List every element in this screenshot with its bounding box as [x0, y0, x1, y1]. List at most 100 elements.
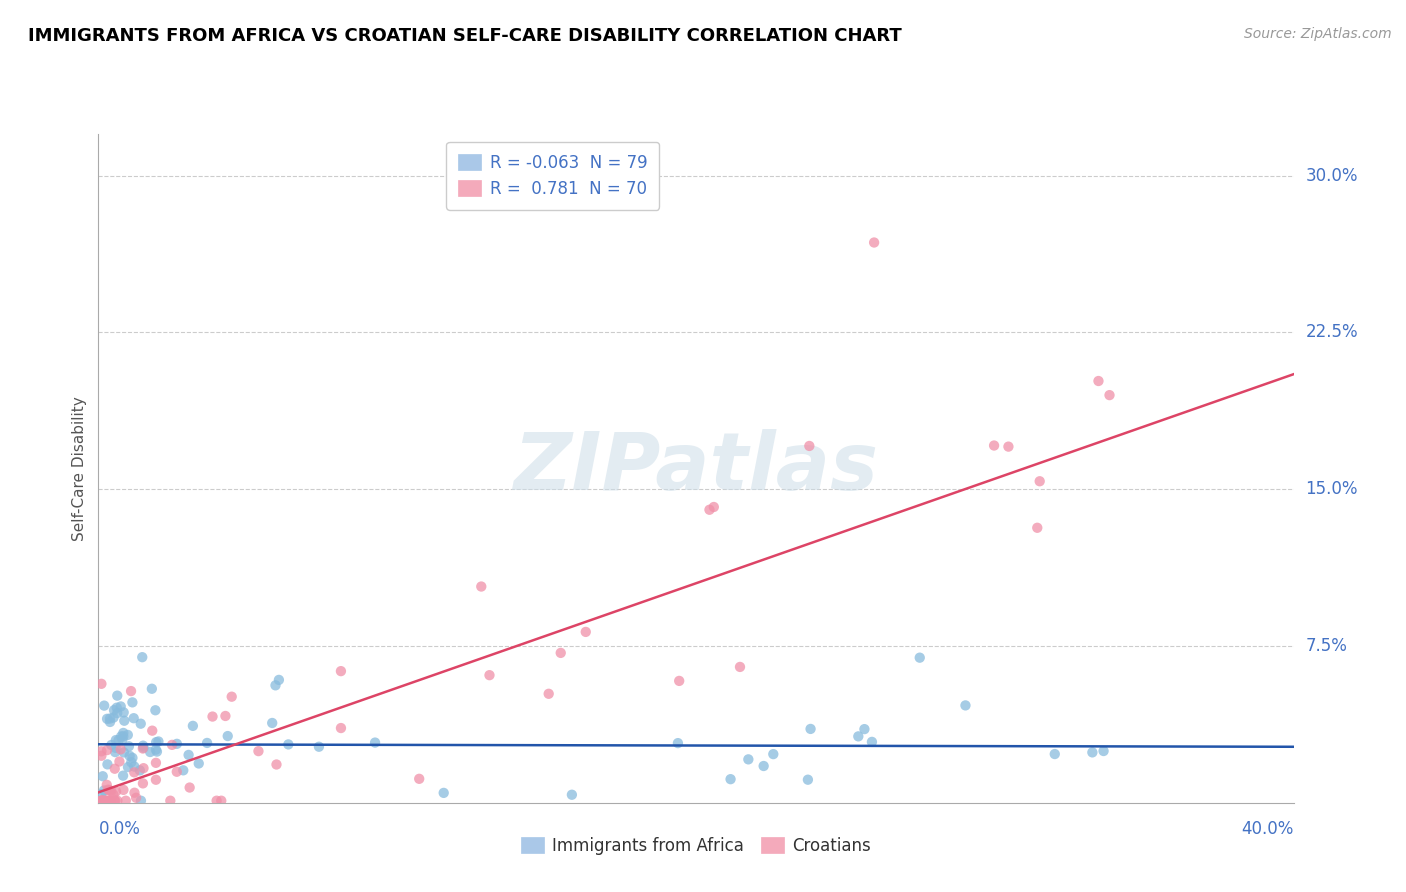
Text: 15.0%: 15.0%: [1305, 480, 1358, 499]
Point: [112, 706, 135, 720]
Point: [90, 787, 112, 801]
Point: [145, 742, 167, 756]
Point: [166, 764, 188, 779]
Point: [195, 736, 218, 750]
Point: [90, 794, 112, 808]
Point: [703, 500, 725, 514]
Point: [668, 673, 690, 688]
Point: [159, 794, 181, 808]
Point: [90, 748, 112, 763]
Point: [97, 794, 120, 808]
Point: [120, 684, 142, 698]
Point: [221, 690, 243, 704]
Point: [105, 689, 128, 703]
Point: [93, 698, 115, 713]
Point: [132, 761, 155, 775]
Point: [96, 712, 118, 726]
Point: [1026, 521, 1049, 535]
Point: [112, 714, 135, 728]
Point: [860, 735, 883, 749]
Text: 40.0%: 40.0%: [1241, 820, 1294, 838]
Point: [90, 794, 112, 808]
Point: [117, 760, 139, 774]
Point: [470, 580, 492, 594]
Point: [408, 772, 430, 786]
Point: [97, 782, 120, 797]
Point: [128, 764, 150, 778]
Point: [433, 786, 456, 800]
Point: [90, 677, 112, 691]
Point: [181, 719, 204, 733]
Point: [277, 738, 299, 752]
Point: [105, 706, 128, 720]
Point: [139, 745, 162, 759]
Point: [800, 722, 823, 736]
Text: 30.0%: 30.0%: [1305, 167, 1358, 185]
Point: [125, 790, 148, 805]
Point: [699, 502, 721, 516]
Point: [177, 747, 200, 762]
Point: [262, 716, 284, 731]
Point: [145, 772, 167, 787]
Point: [100, 794, 122, 808]
Point: [201, 709, 224, 723]
Point: [330, 721, 353, 735]
Point: [124, 786, 146, 800]
Point: [267, 673, 290, 687]
Point: [728, 660, 751, 674]
Point: [179, 780, 201, 795]
Point: [146, 745, 169, 759]
Point: [104, 733, 127, 747]
Point: [997, 440, 1019, 454]
Point: [983, 438, 1005, 452]
Point: [172, 764, 194, 778]
Legend: Immigrants from Africa, Croatians: Immigrants from Africa, Croatians: [515, 830, 877, 862]
Point: [166, 737, 188, 751]
Point: [117, 728, 139, 742]
Point: [1043, 747, 1066, 761]
Point: [955, 698, 977, 713]
Point: [91, 794, 114, 808]
Point: [1087, 374, 1109, 388]
Point: [112, 729, 135, 743]
Point: [1092, 744, 1115, 758]
Point: [132, 740, 155, 755]
Point: [93, 783, 115, 797]
Point: [100, 784, 122, 798]
Point: [129, 794, 152, 808]
Point: [720, 772, 742, 787]
Point: [118, 739, 141, 754]
Point: [247, 744, 270, 758]
Point: [108, 755, 131, 769]
Point: [118, 748, 141, 763]
Point: [98, 794, 121, 808]
Point: [478, 668, 501, 682]
Point: [214, 709, 236, 723]
Point: [217, 729, 239, 743]
Point: [103, 710, 125, 724]
Point: [264, 678, 287, 692]
Point: [666, 736, 689, 750]
Point: [853, 722, 876, 736]
Point: [1081, 745, 1104, 759]
Point: [145, 703, 167, 717]
Point: [364, 735, 387, 749]
Point: [98, 714, 121, 729]
Point: [90, 794, 112, 808]
Point: [131, 650, 153, 665]
Point: [1098, 388, 1121, 402]
Point: [98, 783, 121, 797]
Point: [103, 703, 125, 717]
Point: [863, 235, 886, 250]
Point: [94, 794, 117, 808]
Point: [120, 756, 142, 770]
Point: [107, 733, 129, 747]
Point: [96, 757, 118, 772]
Point: [752, 759, 775, 773]
Point: [846, 730, 869, 744]
Point: [1028, 475, 1050, 489]
Point: [124, 759, 146, 773]
Point: [148, 734, 170, 748]
Point: [129, 716, 152, 731]
Point: [121, 695, 143, 709]
